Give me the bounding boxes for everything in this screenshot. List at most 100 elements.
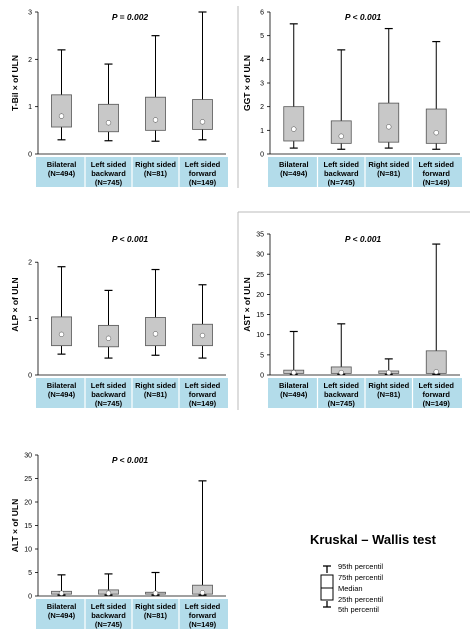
- median-marker-tbil: [152, 117, 159, 123]
- chart-ast: P < 0.001 0 5 10 15 20 25 30 35 AST × of ULN Bilat…: [242, 232, 462, 408]
- category-label-ast: (N=494): [280, 390, 308, 399]
- median-marker-tbil: [199, 119, 206, 125]
- category-label-alp: backward: [91, 390, 126, 399]
- chart-alt: P < 0.001 0 5 10 15 20 25 30 ALT × of ULN Bilater…: [10, 453, 228, 629]
- category-label-ast: backward: [324, 390, 359, 399]
- median-marker-alp: [105, 335, 112, 341]
- box-alp: [51, 316, 72, 347]
- median-marker-alt: [105, 590, 112, 596]
- category-label-tbil: Left sided: [185, 160, 221, 169]
- y-tick-label-ast: 15: [256, 312, 264, 319]
- category-label-alt: backward: [91, 611, 126, 620]
- category-label-ggt: Right sided: [368, 160, 409, 169]
- y-tick-label-ggt: 2: [260, 104, 264, 111]
- category-label-ggt: Left sided: [419, 160, 455, 169]
- y-tick-label-ast: 20: [256, 292, 264, 299]
- y-tick-label-ast: 25: [256, 272, 264, 279]
- y-tick-label-alp: 0: [28, 373, 32, 380]
- category-label-alt: Bilateral: [47, 602, 77, 611]
- category-label-tbil: forward: [189, 169, 217, 178]
- category-label-alt: (N=745): [95, 620, 123, 629]
- y-tick-label-tbil: 0: [28, 152, 32, 159]
- category-label-ggt: Bilateral: [279, 160, 309, 169]
- y-tick-label-ast: 5: [260, 352, 264, 359]
- y-tick-label-alt: 30: [24, 453, 32, 460]
- category-label-alp: Left sided: [185, 381, 221, 390]
- median-marker-alt: [152, 590, 159, 596]
- category-label-alt: Left sided: [91, 602, 127, 611]
- y-axis-label-tbil: T-Bil × of ULN: [10, 55, 20, 111]
- category-label-alp: forward: [189, 390, 217, 399]
- legend-item-p25: 25th percentil: [338, 595, 383, 604]
- category-label-ggt: backward: [324, 169, 359, 178]
- legend: Kruskal – Wallis test 95th percentil 75t…: [310, 532, 437, 614]
- legend-item-p95: 95th percentil: [338, 562, 383, 571]
- category-label-ggt: forward: [422, 169, 450, 178]
- category-label-tbil: Bilateral: [47, 160, 77, 169]
- median-marker-alp: [58, 331, 65, 338]
- median-marker-ggt: [338, 133, 344, 139]
- category-label-alt: Left sided: [185, 602, 221, 611]
- category-label-tbil: backward: [91, 169, 126, 178]
- box-ggt: [425, 108, 447, 144]
- y-tick-label-alt: 15: [24, 523, 32, 530]
- box-tbil: [98, 103, 119, 133]
- median-marker-ggt: [291, 126, 297, 132]
- category-label-alp: Left sided: [91, 381, 127, 390]
- chart-title-ggt: P < 0.001: [345, 12, 382, 22]
- category-label-alt: (N=149): [189, 620, 217, 629]
- y-tick-label-alt: 10: [24, 547, 32, 554]
- median-marker-tbil: [105, 120, 112, 126]
- box-ggt: [283, 106, 305, 142]
- chart-title-alp: P < 0.001: [112, 234, 149, 244]
- category-label-tbil: (N=149): [189, 178, 217, 187]
- y-tick-label-tbil: 2: [28, 57, 32, 64]
- category-label-alp: (N=494): [48, 390, 76, 399]
- category-label-tbil: (N=494): [48, 169, 76, 178]
- box-tbil: [192, 99, 213, 130]
- y-tick-label-ggt: 4: [260, 57, 264, 64]
- category-label-ggt: (N=81): [377, 169, 401, 178]
- y-axis-label-alt: ALT × of ULN: [10, 499, 20, 552]
- category-label-tbil: (N=81): [144, 169, 168, 178]
- category-label-alp: Right sided: [135, 381, 176, 390]
- category-label-ast: (N=149): [423, 399, 451, 408]
- y-tick-label-alp: 1: [28, 316, 32, 323]
- median-marker-ast: [386, 369, 392, 376]
- y-axis-label-ast: AST × of ULN: [242, 277, 252, 332]
- median-marker-alt: [199, 590, 206, 596]
- y-tick-label-ggt: 0: [260, 152, 264, 159]
- median-marker-alp: [199, 332, 206, 339]
- y-tick-label-alt: 25: [24, 476, 32, 483]
- category-label-ast: Left sided: [324, 381, 360, 390]
- y-axis-label-ggt: GGT × of ULN: [242, 55, 252, 111]
- category-label-alp: Bilateral: [47, 381, 77, 390]
- legend-title: Kruskal – Wallis test: [310, 532, 437, 547]
- box-ggt: [330, 120, 352, 144]
- median-marker-ast: [433, 369, 439, 375]
- category-label-tbil: Right sided: [135, 160, 176, 169]
- category-label-tbil: Left sided: [91, 160, 127, 169]
- chart-tbil: P = 0.002 0 1 2 3 T-Bil × of ULN Bilateral(N=4…: [10, 10, 228, 187]
- category-label-ggt: Left sided: [324, 160, 360, 169]
- median-marker-alp: [152, 331, 159, 337]
- category-label-ggt: (N=494): [280, 169, 308, 178]
- y-tick-label-alt: 20: [24, 500, 32, 507]
- category-label-alt: (N=494): [48, 611, 76, 620]
- chart-title-ast: P < 0.001: [345, 234, 382, 244]
- category-label-alt: (N=81): [144, 611, 168, 620]
- box-tbil: [51, 94, 72, 128]
- y-tick-label-alp: 2: [28, 260, 32, 267]
- y-tick-label-ggt: 1: [260, 128, 264, 135]
- y-tick-label-alt: 5: [28, 570, 32, 577]
- legend-item-median: Median: [338, 584, 363, 593]
- y-axis-label-alp: ALP × of ULN: [10, 277, 20, 331]
- category-label-tbil: (N=745): [95, 178, 123, 187]
- median-marker-ast: [291, 369, 297, 376]
- chart-title-alt: P < 0.001: [112, 455, 149, 465]
- y-tick-label-ast: 0: [260, 373, 264, 380]
- legend-item-p5: 5th percentil: [338, 605, 379, 614]
- chart-alp: P < 0.001 0 1 2 ALP × of ULN Bilateral(N=494)…: [10, 234, 228, 408]
